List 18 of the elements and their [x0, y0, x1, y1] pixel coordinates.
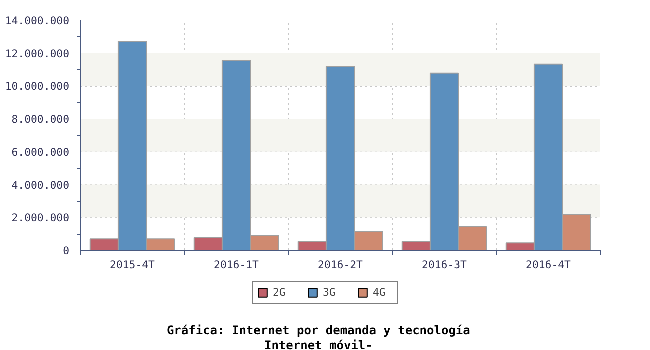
y-tick-label: 4.000.000 — [12, 178, 70, 192]
x-tick-label: 2016-3T — [422, 258, 468, 272]
x-tick-label: 2016-4T — [526, 258, 572, 272]
x-tick-label: 2015-4T — [110, 258, 156, 272]
x-tick-label: 2016-2T — [318, 258, 364, 272]
legend-label: 2G — [273, 286, 287, 299]
y-tick-label: 2.000.000 — [12, 212, 70, 225]
y-tick-label: 8.000.000 — [12, 113, 70, 126]
y-tick-label: 14.000.000 — [5, 14, 70, 28]
text: Internet móvil- — [264, 338, 373, 350]
legend-label: 3G — [323, 286, 337, 299]
y-tick-label: 12.000.000 — [5, 47, 70, 60]
x-tick-label: 2016-1T — [214, 258, 260, 272]
y-tick-label: 6.000.000 — [12, 146, 70, 159]
y-tick-label: 0 — [63, 244, 70, 258]
y-tick-label: 10.000.000 — [5, 80, 70, 94]
legend-label: 4G — [373, 286, 387, 299]
text: Gráfica: Internet por demanda y tecnología — [166, 324, 470, 338]
